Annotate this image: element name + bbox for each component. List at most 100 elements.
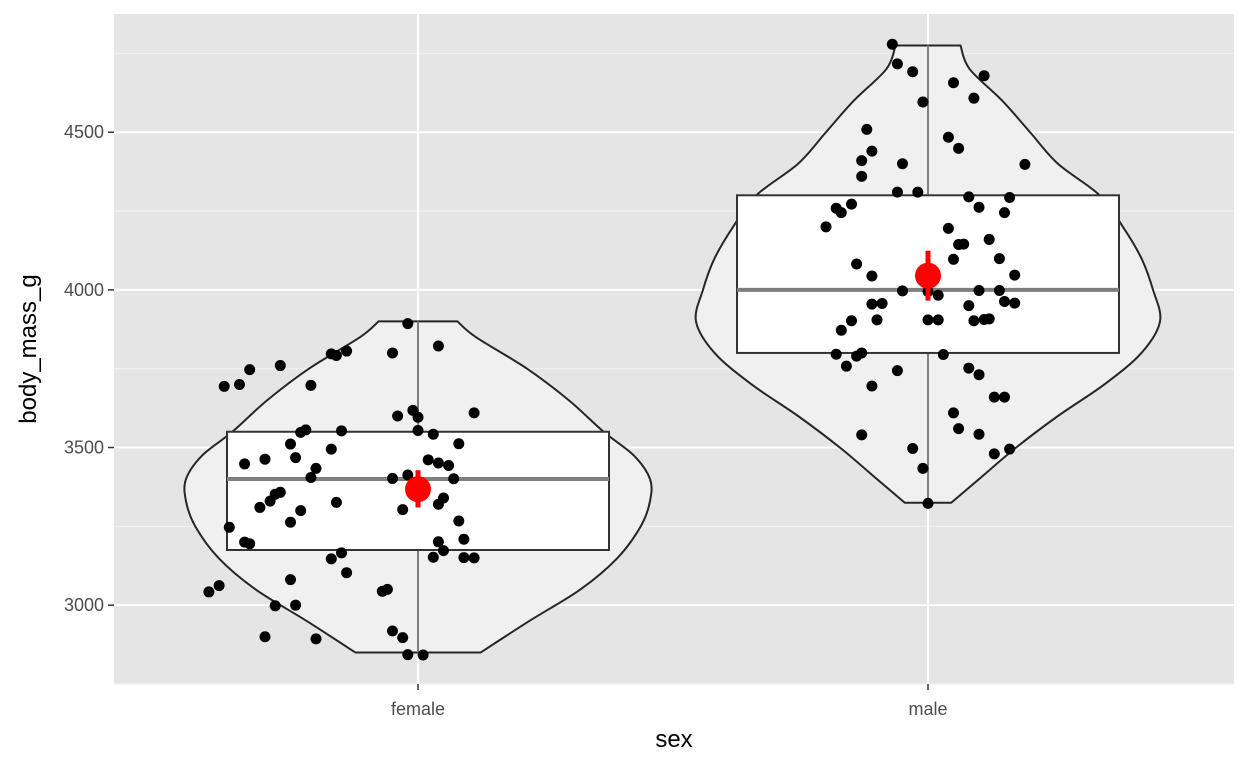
- data-point: [412, 425, 424, 437]
- x-axis: female male: [391, 684, 948, 719]
- data-point: [866, 380, 878, 392]
- data-point: [1009, 297, 1021, 309]
- data-point: [856, 347, 868, 359]
- data-point: [973, 369, 985, 381]
- data-point: [432, 536, 444, 548]
- data-point: [448, 473, 460, 485]
- data-point: [948, 253, 959, 265]
- data-point: [432, 457, 444, 469]
- y-tick-label: 3500: [64, 438, 104, 458]
- data-point: [244, 538, 256, 550]
- data-point: [999, 296, 1010, 308]
- data-point: [325, 443, 337, 455]
- data-point: [387, 347, 398, 359]
- data-point: [978, 70, 990, 82]
- data-point: [295, 505, 307, 517]
- data-point: [988, 448, 1000, 460]
- data-point: [963, 362, 975, 374]
- data-point: [341, 345, 353, 357]
- data-point: [402, 649, 414, 661]
- data-point: [443, 460, 455, 472]
- data-point: [983, 233, 995, 245]
- data-point: [244, 364, 256, 376]
- data-point: [866, 270, 878, 282]
- data-point: [861, 123, 873, 135]
- mean-point: [405, 476, 431, 503]
- y-tick-label: 3000: [64, 595, 104, 615]
- data-point: [325, 553, 337, 565]
- data-point: [968, 92, 980, 104]
- data-point: [968, 315, 980, 327]
- data-point: [1019, 158, 1031, 170]
- data-point: [310, 633, 322, 645]
- data-point: [856, 155, 868, 167]
- data-point: [402, 318, 414, 330]
- data-point: [290, 599, 302, 611]
- data-point: [264, 495, 276, 507]
- data-point: [891, 365, 903, 377]
- data-point: [1004, 443, 1016, 455]
- data-point: [458, 533, 470, 545]
- data-point: [948, 77, 959, 89]
- data-point: [218, 380, 230, 392]
- data-point: [427, 551, 439, 563]
- data-point: [897, 158, 908, 170]
- group-male: [694, 38, 1162, 509]
- data-point: [917, 96, 929, 108]
- data-point: [453, 438, 465, 450]
- data-point: [336, 425, 347, 437]
- data-point: [973, 428, 985, 440]
- data-point: [856, 429, 868, 441]
- data-point: [963, 191, 975, 203]
- data-point: [840, 360, 852, 372]
- data-point: [993, 285, 1005, 297]
- data-point: [942, 222, 954, 234]
- data-point: [295, 426, 307, 438]
- data-point: [851, 258, 863, 270]
- data-point: [392, 410, 404, 422]
- x-tick-label: male: [908, 699, 947, 719]
- data-point: [330, 349, 342, 361]
- data-point: [427, 428, 439, 440]
- data-point: [886, 38, 898, 50]
- data-point: [953, 142, 965, 154]
- data-point: [983, 313, 995, 325]
- data-point: [387, 472, 398, 484]
- data-point: [917, 462, 929, 474]
- data-point: [835, 207, 847, 219]
- data-point: [438, 545, 449, 557]
- data-point: [422, 454, 434, 466]
- group-female: [183, 318, 653, 661]
- violin-groups: [183, 38, 1162, 661]
- data-point: [274, 360, 286, 372]
- data-point: [290, 452, 302, 464]
- data-point: [412, 411, 424, 423]
- data-point: [953, 423, 965, 435]
- data-point: [866, 145, 878, 157]
- data-point: [820, 221, 832, 233]
- data-point: [846, 198, 857, 210]
- y-axis-title: body_mass_g: [15, 274, 42, 423]
- data-point: [846, 315, 857, 327]
- data-point: [871, 314, 883, 326]
- data-point: [285, 438, 296, 450]
- data-point: [835, 324, 847, 336]
- data-point: [856, 170, 868, 182]
- data-point: [830, 348, 842, 360]
- data-point: [866, 298, 878, 310]
- x-axis-title: sex: [655, 726, 692, 753]
- data-point: [376, 585, 388, 597]
- data-point: [912, 186, 924, 198]
- x-tick-label: female: [391, 699, 445, 719]
- data-point: [239, 458, 251, 470]
- data-point: [942, 131, 954, 143]
- data-point: [993, 253, 1005, 265]
- data-point: [988, 391, 1000, 403]
- data-point: [341, 567, 353, 579]
- data-point: [932, 314, 944, 326]
- data-point: [907, 66, 919, 78]
- data-point: [432, 340, 444, 352]
- data-point: [285, 516, 296, 528]
- data-point: [397, 632, 409, 644]
- data-point: [963, 300, 975, 312]
